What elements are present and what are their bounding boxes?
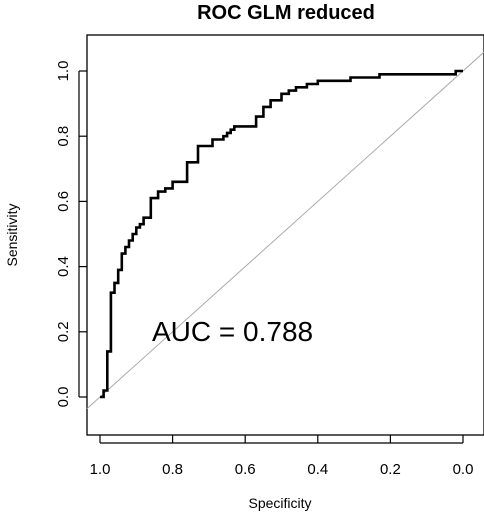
x-tick-label: 0.4	[307, 461, 328, 478]
y-tick-label: 0.0	[55, 387, 72, 408]
x-tick-label: 0.0	[453, 461, 474, 478]
y-tick-label: 0.2	[55, 321, 72, 342]
y-tick-label: 0.4	[55, 256, 72, 277]
chart-title: ROC GLM reduced	[197, 2, 375, 24]
x-axis: 1.0 0.8 0.6 0.4 0.2 0.0	[90, 435, 474, 478]
y-tick-label: 0.6	[55, 191, 72, 212]
y-axis-label: Sensitivity	[4, 203, 20, 266]
reference-diagonal	[86, 51, 484, 410]
y-tick-label: 1.0	[55, 61, 72, 82]
x-tick-label: 1.0	[90, 461, 111, 478]
y-axis: 0.0 0.2 0.4 0.6 0.8 1.0	[55, 61, 87, 408]
y-tick-label: 0.8	[55, 126, 72, 147]
auc-annotation: AUC = 0.788	[152, 316, 313, 347]
x-axis-label: Specificity	[248, 495, 311, 511]
x-tick-label: 0.2	[380, 461, 401, 478]
plot-frame	[86, 34, 484, 436]
x-tick-label: 0.6	[235, 461, 256, 478]
roc-curve	[100, 69, 463, 399]
x-tick-label: 0.8	[162, 461, 183, 478]
